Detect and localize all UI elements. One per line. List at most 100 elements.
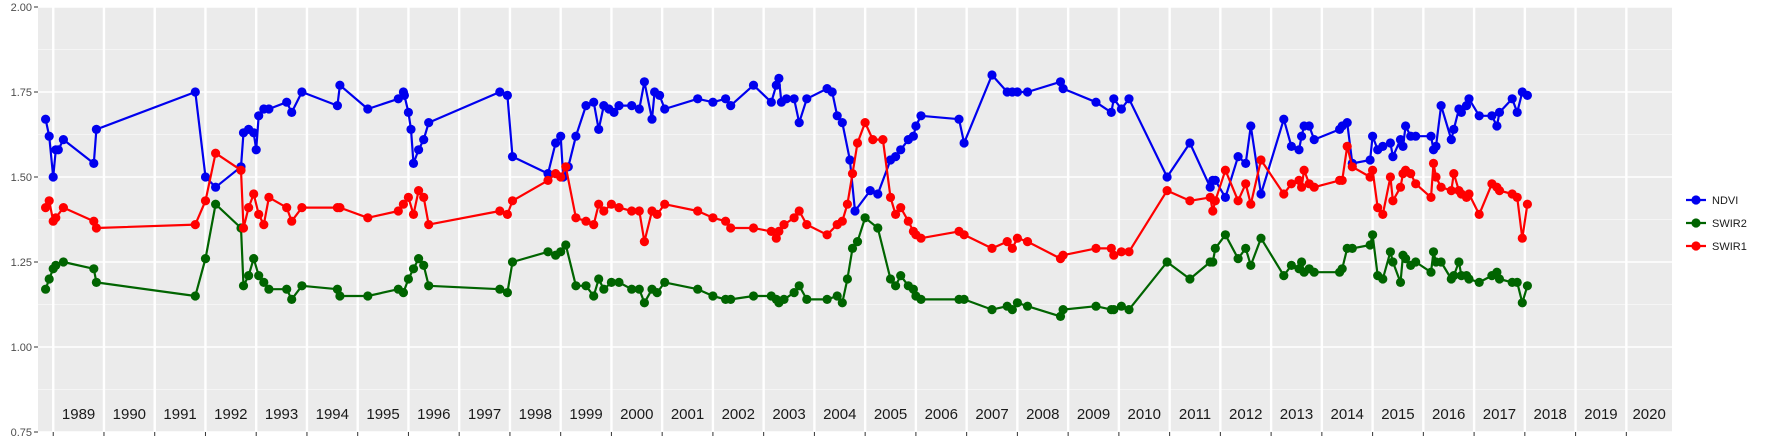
data-point — [89, 264, 99, 274]
data-point — [58, 135, 68, 145]
year-label: 1996 — [417, 406, 450, 423]
data-point — [251, 145, 261, 155]
data-point — [959, 230, 969, 240]
data-point — [1012, 233, 1023, 243]
data-point — [1124, 247, 1134, 257]
data-point — [556, 247, 566, 257]
data-point — [1208, 206, 1218, 216]
data-point — [502, 288, 512, 298]
data-point — [827, 87, 837, 97]
year-label: 2002 — [722, 406, 755, 423]
data-point — [589, 97, 599, 107]
data-point — [297, 281, 307, 291]
data-point — [766, 226, 776, 236]
data-point — [837, 298, 847, 308]
data-point — [264, 284, 274, 294]
legend-key-point — [1691, 195, 1701, 205]
data-point — [903, 216, 913, 226]
data-point — [1449, 124, 1459, 134]
data-point — [832, 291, 842, 301]
data-point — [1309, 267, 1319, 277]
data-point — [91, 223, 101, 233]
data-point — [1091, 301, 1101, 311]
data-point — [556, 131, 566, 141]
data-point — [954, 114, 964, 124]
year-label: 2013 — [1280, 406, 1313, 423]
data-point — [1279, 114, 1289, 124]
year-label: 1990 — [113, 406, 146, 423]
data-point — [1210, 175, 1220, 185]
series-swir1 — [41, 118, 1532, 264]
data-point — [1007, 305, 1017, 315]
data-point — [708, 291, 718, 301]
data-point — [190, 87, 200, 97]
legend-label: SWIR2 — [1712, 218, 1747, 230]
data-point — [282, 203, 292, 213]
y-tick-label: 1.50 — [11, 172, 32, 184]
data-point — [1368, 230, 1378, 240]
data-point — [1279, 271, 1289, 281]
data-point — [282, 97, 292, 107]
y-axis: 0.75 1.00 1.25 1.50 1.75 2.00 — [11, 2, 38, 439]
data-point — [238, 223, 249, 233]
data-point — [282, 284, 292, 294]
data-point — [911, 121, 921, 131]
data-point — [594, 124, 604, 134]
data-point — [551, 138, 561, 148]
data-point — [614, 203, 624, 213]
data-point — [1388, 257, 1398, 267]
data-point — [399, 90, 409, 100]
data-point — [726, 294, 736, 304]
data-point — [842, 274, 853, 284]
data-point — [1297, 182, 1307, 192]
data-point — [393, 206, 403, 216]
data-point — [660, 104, 670, 114]
data-point — [1487, 111, 1497, 121]
data-point — [44, 274, 54, 284]
legend-label: NDVI — [1712, 195, 1738, 207]
data-point — [1385, 247, 1395, 257]
data-point — [1058, 305, 1068, 315]
data-point — [264, 104, 274, 114]
data-point — [1210, 196, 1220, 206]
data-point — [287, 107, 297, 117]
data-point — [779, 220, 789, 230]
data-point — [91, 124, 101, 134]
data-point — [1058, 84, 1068, 94]
data-point — [211, 148, 221, 158]
data-point — [1388, 196, 1398, 206]
data-point — [852, 138, 863, 148]
year-label: 1992 — [214, 406, 247, 423]
year-label: 1994 — [316, 406, 349, 423]
data-point — [1091, 243, 1101, 253]
grid-lines — [38, 6, 1672, 433]
data-point — [419, 135, 429, 145]
data-point — [891, 209, 901, 219]
data-point — [748, 291, 759, 301]
data-point — [1116, 104, 1126, 114]
data-point — [639, 298, 650, 308]
data-point — [244, 203, 254, 213]
data-point — [89, 158, 99, 168]
data-point — [627, 206, 637, 216]
data-point — [655, 90, 665, 100]
legend: NDVI SWIR2 SWIR1 — [1686, 195, 1747, 253]
data-point — [1279, 189, 1289, 199]
data-point — [297, 203, 307, 213]
data-point — [332, 101, 342, 111]
data-point — [847, 243, 858, 253]
data-point — [822, 230, 832, 240]
year-label: 2017 — [1483, 406, 1516, 423]
data-point — [1091, 97, 1101, 107]
data-point — [845, 155, 855, 165]
data-point — [403, 192, 413, 202]
data-point — [561, 240, 571, 250]
year-label: 2020 — [1632, 406, 1665, 423]
data-point — [606, 199, 617, 209]
data-point — [1241, 158, 1251, 168]
data-point — [1464, 274, 1474, 284]
data-point — [51, 260, 61, 270]
data-point — [1522, 199, 1532, 209]
y-tick-label: 0.75 — [11, 427, 32, 439]
data-point — [916, 233, 926, 243]
